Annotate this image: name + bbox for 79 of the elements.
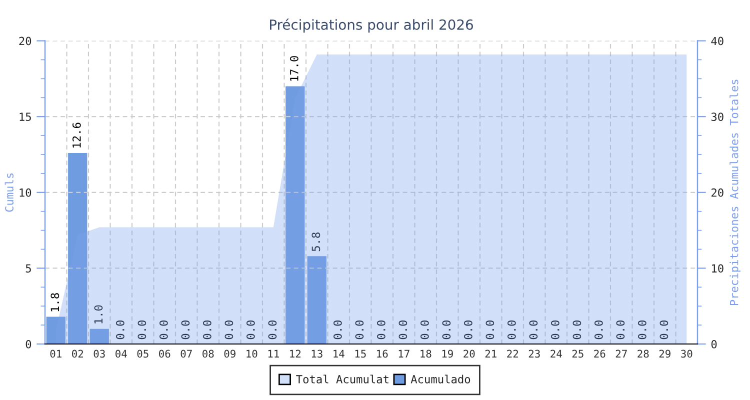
x-tick-label: 29 <box>659 350 670 358</box>
data-label: 0.0 <box>268 320 277 340</box>
x-tick-label: 15 <box>355 350 366 358</box>
data-label: 0.0 <box>138 320 146 340</box>
data-label: 0.0 <box>159 320 168 340</box>
y2-tick-label: 40 <box>711 36 724 46</box>
data-label: 0.0 <box>638 320 646 340</box>
bar <box>307 256 326 344</box>
data-label: 1.8 <box>50 293 60 312</box>
y2-tick-label: 0 <box>711 340 717 348</box>
x-tick-label: 20 <box>464 350 475 358</box>
x-tick-label: 02 <box>72 350 84 358</box>
bar <box>68 152 88 344</box>
data-label: 12.6 <box>72 122 81 148</box>
data-label: 17.0 <box>290 56 298 81</box>
x-tick-label: 17 <box>398 350 410 358</box>
data-label: 0.0 <box>202 320 212 340</box>
y-tick-label: 0 <box>26 340 32 348</box>
y2-tick-label: 30 <box>711 112 724 122</box>
data-label: 5.8 <box>312 232 320 252</box>
legend-label: Total Acumulat <box>296 374 388 384</box>
data-label: 0.0 <box>116 320 124 340</box>
y-axis-title: Cumuls <box>4 173 14 212</box>
data-label: 0.0 <box>507 320 516 340</box>
data-label: 0.0 <box>355 320 364 340</box>
x-tick-label: 13 <box>312 350 322 358</box>
bar <box>90 328 109 344</box>
data-label: 0.0 <box>464 320 472 340</box>
chart-title: Précipitations pour abril 2026 <box>270 18 473 33</box>
data-label: 0.0 <box>616 320 625 340</box>
y-tick-label: 10 <box>20 188 32 197</box>
data-label: 0.0 <box>572 320 582 340</box>
data-label: 0.0 <box>181 320 190 340</box>
x-tick-label: 05 <box>137 350 148 358</box>
x-tick-label: 11 <box>268 350 279 358</box>
x-tick-label: 03 <box>94 350 105 358</box>
x-tick-label: 19 <box>442 350 453 358</box>
y-tick-label: 20 <box>19 36 32 46</box>
data-label: 0.0 <box>550 320 560 340</box>
x-tick-label: 16 <box>377 350 388 358</box>
data-label: 0.0 <box>376 320 386 340</box>
y-tick-label: 5 <box>26 264 31 273</box>
x-tick-label: 12 <box>290 350 301 358</box>
x-tick-label: 24 <box>550 350 562 358</box>
x-tick-label: 14 <box>334 350 344 358</box>
x-tick-label: 10 <box>246 350 258 358</box>
data-label: 0.0 <box>333 320 342 340</box>
bar <box>46 316 66 344</box>
data-label: 0.0 <box>660 320 668 340</box>
data-label: 1.0 <box>94 305 103 324</box>
y2-tick-label: 20 <box>712 188 724 197</box>
x-tick-label: 22 <box>507 350 518 358</box>
x-tick-label: 07 <box>180 350 192 358</box>
x-tick-label: 04 <box>116 350 127 358</box>
x-tick-label: 26 <box>594 350 606 358</box>
y-tick-label: 15 <box>20 112 31 122</box>
data-label: 0.0 <box>246 320 255 340</box>
x-tick-label: 25 <box>572 350 584 358</box>
y2-axis-title: Precipitaciones Acumulades Totales <box>730 80 740 306</box>
data-label: 0.0 <box>420 320 429 340</box>
x-tick-label: 21 <box>485 350 496 358</box>
x-tick-label: 28 <box>638 350 649 358</box>
data-label: 0.0 <box>594 320 603 340</box>
x-tick-label: 27 <box>616 350 627 358</box>
data-label: 0.0 <box>486 320 494 340</box>
x-tick-label: 23 <box>528 350 540 358</box>
x-tick-label: 30 <box>681 350 692 358</box>
legend-label: Acumulado <box>410 374 470 384</box>
x-tick-label: 18 <box>420 350 432 358</box>
data-label: 0.0 <box>224 320 234 340</box>
data-label: 0.0 <box>398 320 408 340</box>
x-tick-label: 09 <box>224 350 236 358</box>
data-label: 0.0 <box>529 320 538 340</box>
x-tick-label: 01 <box>50 350 62 358</box>
data-label: 0.0 <box>442 320 451 340</box>
x-tick-label: 06 <box>159 350 170 358</box>
bar <box>286 86 305 344</box>
x-tick-label: 08 <box>202 350 214 358</box>
y2-tick-label: 10 <box>712 264 724 273</box>
